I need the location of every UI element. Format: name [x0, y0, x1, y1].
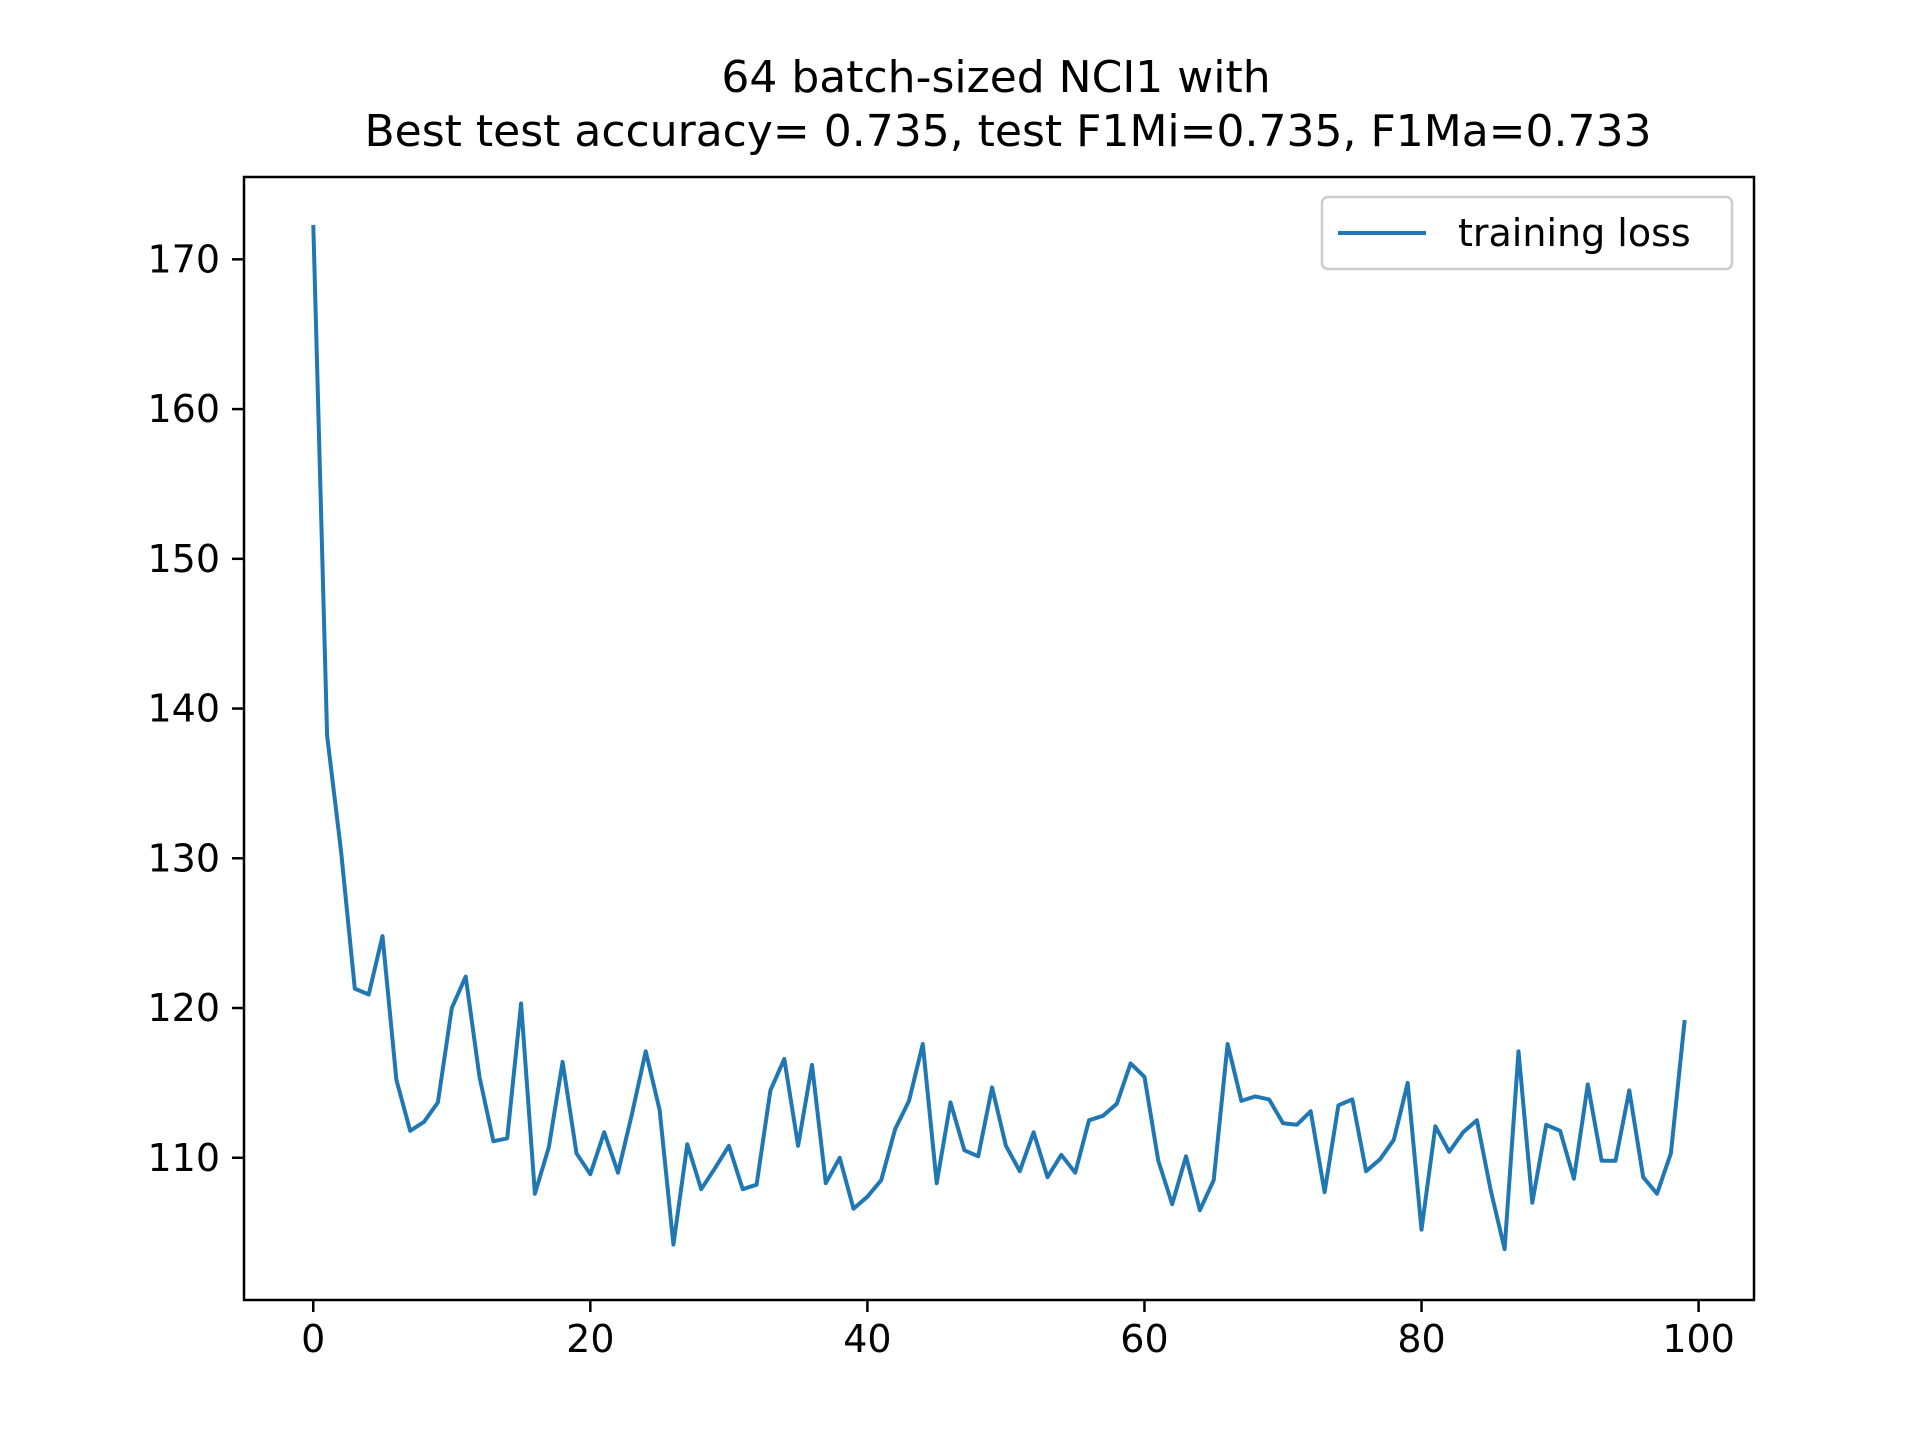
- series-line-training-loss: [311, 224, 1687, 1252]
- y-tick-label: 170: [147, 237, 220, 281]
- plot-area: 0 20 40 60 80 100 110 120 130 140 150 160 170 trainin…: [147, 175, 1756, 1361]
- y-tick-label: 110: [147, 1136, 220, 1180]
- y-tick-label: 130: [147, 836, 220, 880]
- x-tick-label: 100: [1662, 1317, 1735, 1361]
- y-tick-label: 120: [147, 986, 220, 1030]
- y-tick-label: 150: [147, 537, 220, 581]
- plot-frame: [242, 175, 1756, 1302]
- legend-box: [1320, 195, 1734, 271]
- x-tick-label: 80: [1397, 1317, 1445, 1361]
- chart-title-line-2: Best test accuracy= 0.735, test F1Mi=0.7…: [364, 106, 1651, 157]
- legend-label: training loss: [1458, 211, 1691, 255]
- x-tick-label: 40: [843, 1317, 891, 1361]
- y-tick-label: 160: [147, 387, 220, 431]
- y-tick-label: 140: [147, 687, 220, 731]
- x-tick-label: 20: [566, 1317, 614, 1361]
- chart-title-line-1: 64 batch-sized NCI1 with: [721, 52, 1270, 103]
- x-tick-label: 60: [1120, 1317, 1168, 1361]
- x-tick-label: 0: [301, 1317, 325, 1361]
